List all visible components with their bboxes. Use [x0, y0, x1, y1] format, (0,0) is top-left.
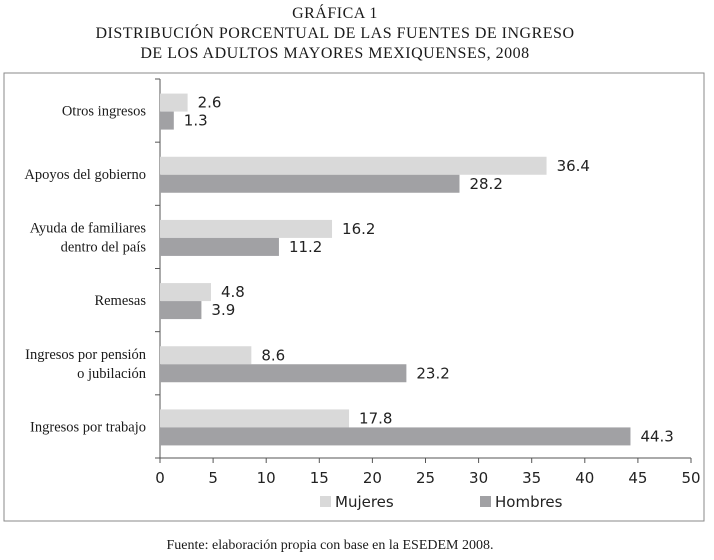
data-label-mujeres-otros-ingresos: 2.6 [198, 94, 222, 112]
bar-hombres-apoyos-del-gobierno [160, 174, 460, 193]
legend-swatch-mujeres [320, 496, 331, 507]
bar-hombres-ayuda-de-familiares-dentro-del-pais [160, 237, 279, 256]
title-line-3: DE LOS ADULTOS MAYORES MEXIQUENSES, 2008 [140, 45, 530, 62]
data-label-hombres-ingresos-por-pension-o-jubilacion: 23.2 [416, 364, 449, 382]
title-line-2: DISTRIBUCIÓN PORCENTUAL DE LAS FUENTES D… [95, 25, 575, 42]
data-label-mujeres-ingresos-por-trabajo: 17.8 [359, 409, 392, 427]
x-tick-label: 35 [522, 469, 541, 487]
bar-mujeres-ingresos-por-trabajo [160, 409, 350, 428]
data-label-hombres-apoyos-del-gobierno: 28.2 [469, 175, 502, 193]
category-label-ingresos-por-trabajo: Ingresos por trabajo [30, 419, 146, 435]
data-label-hombres-ingresos-por-trabajo: 44.3 [640, 427, 673, 445]
data-label-mujeres-apoyos-del-gobierno: 36.4 [557, 157, 590, 175]
bar-mujeres-remesas [160, 283, 211, 302]
x-tick-label: 25 [416, 469, 435, 487]
chart-title: GRÁFICA 1 DISTRIBUCIÓN PORCENTUAL DE LAS… [0, 4, 670, 64]
category-label-ayuda-de-familiares-dentro-del-pais: Ayuda de familiares dentro del país [30, 220, 147, 255]
title-line-1: GRÁFICA 1 [292, 5, 378, 22]
data-label-mujeres-ingresos-por-pension-o-jubilacion: 8.6 [261, 346, 285, 364]
x-tick-label: 45 [628, 469, 647, 487]
legend-swatch-hombres [480, 496, 491, 507]
category-label-otros-ingresos: Otros ingresos [62, 104, 147, 120]
legend-label-hombres: Hombres [495, 493, 563, 511]
bar-hombres-ingresos-por-pension-o-jubilacion [160, 364, 407, 383]
bar-mujeres-otros-ingresos [160, 93, 188, 112]
data-label-mujeres-remesas: 4.8 [221, 283, 245, 301]
data-label-hombres-otros-ingresos: 1.3 [184, 112, 208, 130]
category-label-remesas: Remesas [94, 293, 146, 309]
source-note: Fuente: elaboración propia con base en l… [166, 538, 494, 553]
data-label-hombres-ayuda-de-familiares-dentro-del-pais: 11.2 [289, 238, 322, 256]
bar-hombres-otros-ingresos [160, 111, 174, 130]
x-tick-label: 5 [208, 469, 218, 487]
bar-hombres-remesas [160, 301, 202, 320]
x-tick-label: 50 [681, 469, 700, 487]
x-tick-label: 0 [155, 469, 165, 487]
x-tick-label: 15 [310, 469, 329, 487]
bar-hombres-ingresos-por-trabajo [160, 427, 631, 446]
category-label-apoyos-del-gobierno: Apoyos del gobierno [24, 167, 146, 183]
legend-label-mujeres: Mujeres [335, 493, 394, 511]
x-tick-label: 40 [575, 469, 594, 487]
category-label-ingresos-por-pension-o-jubilacion: Ingresos por pensión o jubilación [25, 347, 147, 382]
x-tick-label: 10 [257, 469, 276, 487]
bar-mujeres-ingresos-por-pension-o-jubilacion [160, 346, 252, 365]
x-tick-label: 30 [469, 469, 488, 487]
bar-mujeres-apoyos-del-gobierno [160, 156, 547, 175]
chart-frame [3, 72, 705, 522]
data-label-hombres-remesas: 3.9 [211, 301, 235, 319]
x-tick-label: 20 [363, 469, 382, 487]
data-label-mujeres-ayuda-de-familiares-dentro-del-pais: 16.2 [342, 220, 375, 238]
bar-mujeres-ayuda-de-familiares-dentro-del-pais [160, 219, 333, 238]
